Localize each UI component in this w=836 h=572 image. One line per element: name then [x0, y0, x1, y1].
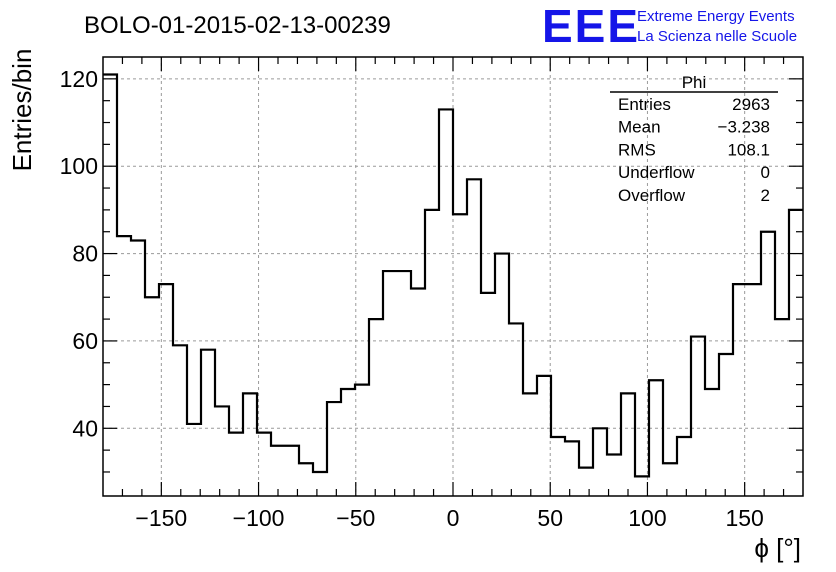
stats-value: −3.238 — [718, 118, 770, 137]
histogram-bin — [313, 472, 327, 496]
stats-label: Mean — [618, 118, 661, 137]
y-tick-label: 100 — [60, 153, 98, 179]
histogram-bin — [579, 468, 593, 496]
x-axis-label: ϕ [°] — [754, 533, 801, 563]
histogram-bin — [789, 210, 803, 496]
y-tick-label: 80 — [72, 241, 98, 267]
histogram-bin — [495, 254, 509, 496]
histogram-bin — [215, 406, 229, 496]
logo-line-2: La Scienza nelle Scuole — [637, 28, 797, 45]
histogram-bin — [271, 446, 285, 496]
histogram-bin — [733, 284, 747, 496]
histogram-bin — [383, 271, 397, 496]
histogram-bin — [131, 240, 145, 496]
x-tick-labels: −150 −100 −50 0 50 100 150 — [135, 505, 763, 531]
x-tick-label: 0 — [447, 505, 460, 531]
histogram-bin — [299, 463, 313, 496]
histogram-bin — [173, 345, 187, 496]
histogram-bin — [117, 236, 131, 496]
histogram-bin — [593, 428, 607, 496]
histogram-bin — [621, 393, 635, 496]
histogram-bin — [537, 376, 551, 496]
stats-box: Phi Entries 2963 Mean −3.238 RMS 108.1 Underfl… — [610, 73, 778, 205]
histogram-bin — [467, 179, 481, 496]
histogram-bin — [145, 297, 159, 496]
histogram-bin — [705, 389, 719, 496]
eee-logo: EEE Extreme Energy Events La Scienza nel… — [542, 0, 797, 52]
histogram-bin — [551, 437, 565, 496]
histogram-bin — [425, 210, 439, 496]
logo-mark: EEE — [542, 0, 640, 52]
x-tick-label: 50 — [537, 505, 563, 531]
x-tick-label: −150 — [135, 505, 187, 531]
histogram-bin — [761, 232, 775, 496]
stats-value: 2963 — [732, 95, 770, 114]
stats-title: Phi — [682, 73, 707, 92]
x-tick-label: −100 — [233, 505, 285, 531]
stats-label: RMS — [618, 140, 656, 159]
histogram-bin — [719, 354, 733, 496]
stats-rows: Entries 2963 Mean −3.238 RMS 108.1 Underflow 0 O… — [618, 95, 770, 205]
histogram-bin — [775, 319, 789, 496]
histogram-bin — [509, 323, 523, 496]
histogram-bin — [663, 463, 677, 496]
histogram-bin — [187, 424, 201, 496]
histogram-bin — [229, 433, 243, 496]
histogram-bin — [103, 74, 117, 496]
stats-label: Overflow — [618, 186, 686, 205]
stats-label: Underflow — [618, 163, 695, 182]
histogram-bin — [649, 380, 663, 496]
histogram-bin — [369, 319, 383, 496]
chart-title: BOLO-01-2015-02-13-00239 — [84, 12, 391, 39]
histogram-bin — [201, 350, 215, 496]
histogram-bin — [677, 437, 691, 496]
stats-value: 108.1 — [727, 140, 770, 159]
histogram-bin — [523, 393, 537, 496]
y-tick-label: 60 — [72, 328, 98, 354]
histogram-bin — [565, 441, 579, 496]
histogram-bin — [341, 389, 355, 496]
histogram-bin — [397, 271, 411, 496]
histogram-bin — [411, 289, 425, 496]
stats-value: 0 — [761, 163, 770, 182]
histogram-bin — [747, 284, 761, 496]
histogram-bin — [159, 284, 173, 496]
x-tick-label: 150 — [725, 505, 763, 531]
y-tick-label: 120 — [60, 66, 98, 92]
histogram-series — [103, 73, 803, 496]
x-tick-label: −50 — [336, 505, 375, 531]
histogram-bin — [453, 214, 467, 496]
histogram-bin — [285, 446, 299, 496]
x-tick-label: 100 — [628, 505, 666, 531]
histogram-bin — [243, 393, 257, 496]
histogram-bin — [481, 293, 495, 496]
histogram-bin — [355, 385, 369, 496]
tick-marks — [103, 57, 803, 496]
histogram-outline — [103, 73, 803, 478]
stats-value: 2 — [761, 186, 770, 205]
y-axis-label: Entries/bin — [7, 49, 37, 172]
stats-label: Entries — [618, 95, 671, 114]
logo-line-1: Extreme Energy Events — [637, 8, 795, 25]
y-tick-label: 40 — [72, 415, 98, 441]
histogram-bin — [439, 109, 453, 496]
histogram-bin — [691, 337, 705, 496]
y-tick-labels: 40 60 80 100 120 — [60, 66, 98, 441]
histogram-bin — [327, 402, 341, 496]
